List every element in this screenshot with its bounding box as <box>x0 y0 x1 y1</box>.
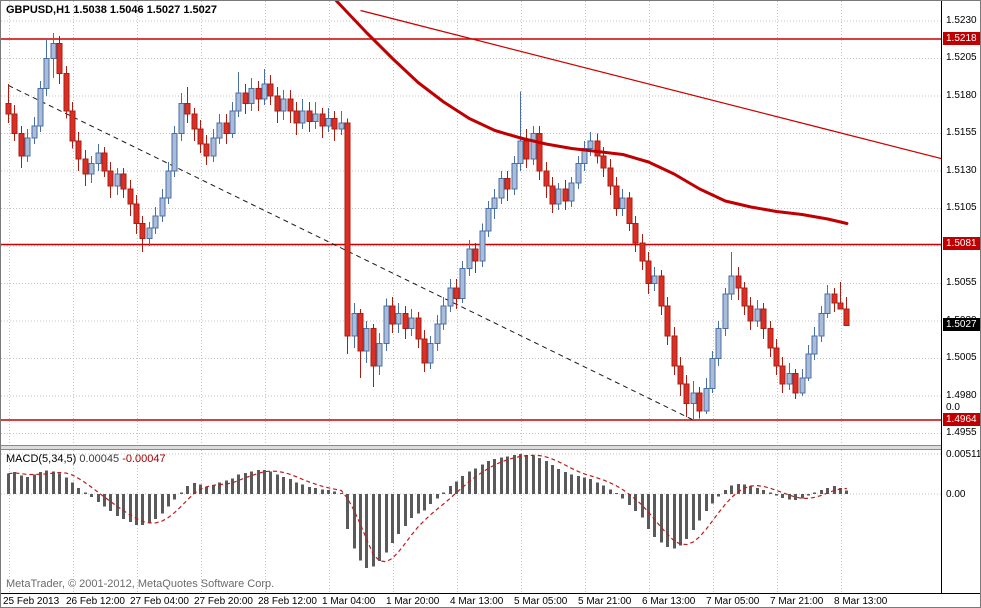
trendline-black-dashed[interactable] <box>8 85 694 421</box>
macd-grid-layer <box>1 450 941 593</box>
time-axis-label: 4 Mar 13:00 <box>450 596 504 607</box>
copyright-text: MetaTrader, © 2001-2012, MetaQuotes Soft… <box>6 578 275 590</box>
price-axis-label: 1.4955 <box>946 427 977 438</box>
current-price-tag: 1.5027 <box>943 318 980 331</box>
time-axis-label: 5 Mar 21:00 <box>578 596 632 607</box>
time-axis-label: 1 Mar 20:00 <box>386 596 440 607</box>
macd-axis-label: 0.00 <box>946 489 966 500</box>
time-axis-label: 28 Feb 12:00 <box>258 596 317 607</box>
macd-value-main: 0.00045 <box>79 453 120 465</box>
macd-chart-canvas[interactable] <box>1 450 941 593</box>
price-axis-label: 1.5180 <box>946 90 977 101</box>
time-axis-label: 8 Mar 13:00 <box>834 596 888 607</box>
time-axis-label: 27 Feb 20:00 <box>194 596 253 607</box>
macd-histogram <box>7 454 848 569</box>
macd-signal-line <box>8 454 847 563</box>
price-level-tag: 1.5081 <box>943 237 980 250</box>
price-axis-label: 1.5230 <box>946 15 977 26</box>
macd-name: MACD(5,34,5) <box>6 453 77 465</box>
time-axis-label: 27 Feb 04:00 <box>130 596 189 607</box>
price-axis-label: 1.5130 <box>946 165 977 176</box>
time-axis-label: 7 Mar 21:00 <box>770 596 824 607</box>
price-level-tag: 1.5218 <box>943 32 980 45</box>
price-axis[interactable]: 1.5230 1.5205 1.5180 1.5155 1.5130 1.5105 1.50… <box>941 1 981 593</box>
time-axis[interactable]: 25 Feb 2013 26 Feb 12:00 27 Feb 04:00 27 Fe… <box>1 593 980 607</box>
time-axis-label: 26 Feb 12:00 <box>66 596 125 607</box>
trendline-red[interactable] <box>360 9 942 160</box>
grid-layer <box>1 1 941 445</box>
price-axis-label: 1.5105 <box>946 202 977 213</box>
fibo-zero-label: 0.0 <box>946 402 960 413</box>
price-level-tag: 1.4964 <box>943 413 980 426</box>
price-chart-canvas[interactable] <box>1 1 941 445</box>
ma-line-thick-red[interactable] <box>316 1 849 225</box>
price-axis-label: 1.5205 <box>946 52 977 63</box>
price-axis-label: 1.5005 <box>946 352 977 363</box>
candles-layer <box>5 33 850 420</box>
symbol-ohlc-label: GBPUSD,H1 1.5038 1.5046 1.5027 1.5027 <box>6 4 217 16</box>
time-axis-label: 5 Mar 05:00 <box>514 596 568 607</box>
price-axis-label: 1.5155 <box>946 127 977 138</box>
time-axis-label: 7 Mar 05:00 <box>706 596 760 607</box>
macd-indicator-label: MACD(5,34,5) 0.00045 -0.00047 <box>6 453 166 465</box>
macd-value-signal: -0.00047 <box>122 453 166 465</box>
price-axis-label: 1.4980 <box>946 390 977 401</box>
price-axis-label: 1.5055 <box>946 277 977 288</box>
time-axis-label: 1 Mar 04:00 <box>322 596 376 607</box>
time-axis-label: 25 Feb 2013 <box>3 596 60 607</box>
time-axis-label: 6 Mar 13:00 <box>642 596 696 607</box>
pane-splitter[interactable] <box>1 445 980 450</box>
macd-axis-label: 0.00511 <box>946 449 981 460</box>
